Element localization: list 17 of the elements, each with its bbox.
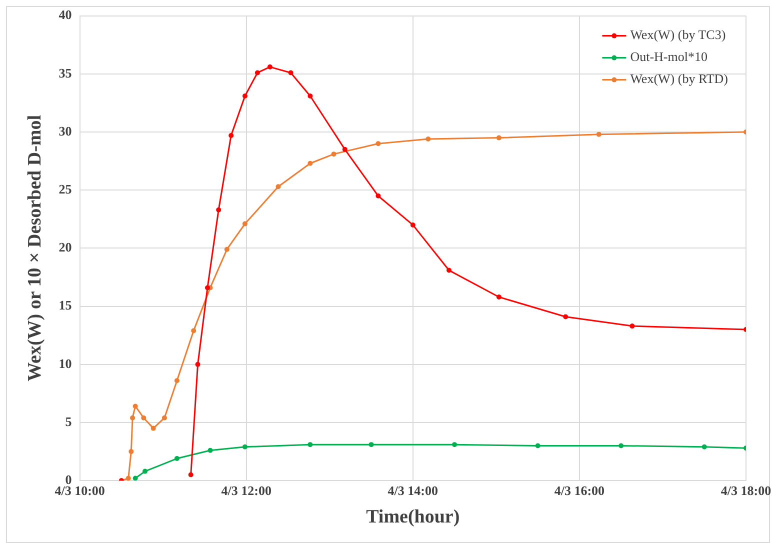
y-tick-label: 40 — [58, 7, 72, 22]
x-tick-label: 4/3 18:00 — [720, 482, 772, 498]
legend-label: Wex(W) (by RTD) — [630, 71, 728, 86]
y-axis-title: Wex(W) or 10 × Desorbed D-mol — [24, 114, 46, 382]
x-tick-label: 4/3 14:00 — [388, 482, 438, 498]
y-tick-label: 5 — [65, 414, 72, 429]
y-tick-label: 30 — [58, 123, 72, 138]
legend-label: Out-H-mol*10 — [630, 49, 708, 64]
x-axis-title: Time(hour) — [366, 506, 460, 528]
x-tick-label: 4/3 12:00 — [221, 482, 272, 498]
legend-label: Wex(W) (by TC3) — [630, 27, 726, 42]
y-tick-label: 20 — [58, 240, 72, 255]
y-tick-label: 15 — [58, 298, 72, 313]
y-tick-label: 10 — [58, 356, 72, 371]
y-tick-label: 35 — [58, 65, 72, 80]
y-tick-label: 25 — [58, 181, 72, 196]
x-tick-label: 4/3 16:00 — [554, 482, 605, 498]
